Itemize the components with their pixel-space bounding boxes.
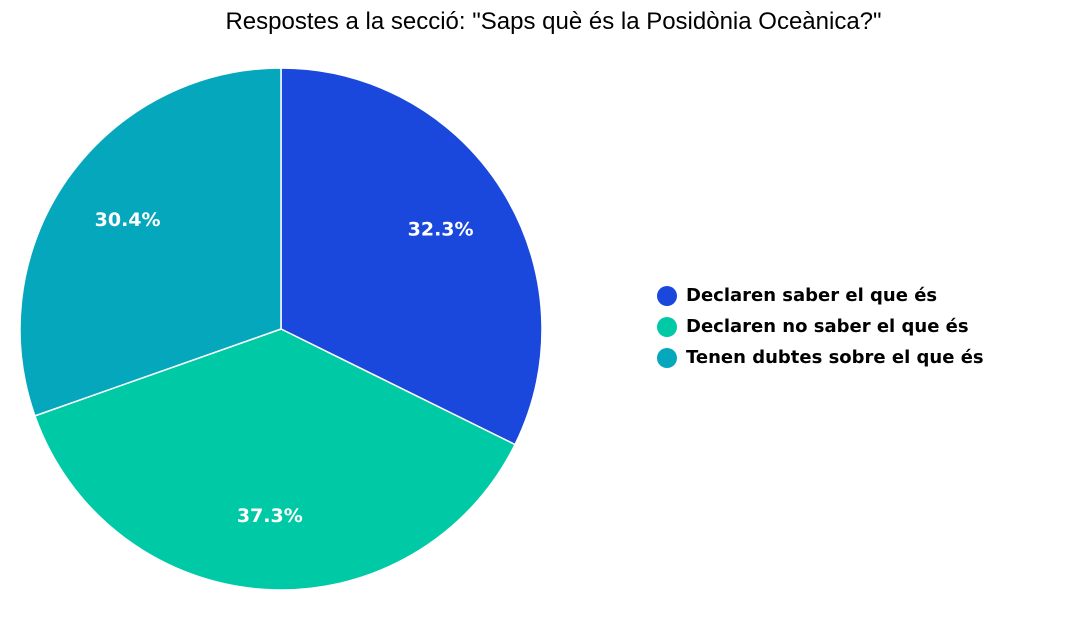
slice-data-label: 32.3% <box>408 218 474 240</box>
legend-item: Tenen dubtes sobre el que és <box>657 342 984 373</box>
legend-label: Declaren saber el que és <box>686 285 938 306</box>
legend-swatch <box>657 285 677 306</box>
pie-labels: 32.3% 37.3% 30.4% <box>95 209 474 527</box>
legend-swatch <box>657 347 677 368</box>
pie-slice <box>19 67 282 417</box>
legend-item: Declaren no saber el que és <box>657 311 984 342</box>
legend-label: Tenen dubtes sobre el que és <box>686 347 984 368</box>
legend: Declaren saber el que és Declaren no sabe… <box>657 280 984 373</box>
legend-item: Declaren saber el que és <box>657 280 984 311</box>
chart-title: Respostes a la secció: "Saps què és la P… <box>225 8 882 35</box>
legend-label: Declaren no saber el que és <box>686 316 969 337</box>
slice-data-label: 37.3% <box>237 505 303 527</box>
pie-slices <box>19 67 543 591</box>
legend-swatch <box>657 316 677 337</box>
pie-slice <box>280 67 543 446</box>
pie-slice <box>33 328 517 591</box>
slice-data-label: 30.4% <box>95 209 161 231</box>
